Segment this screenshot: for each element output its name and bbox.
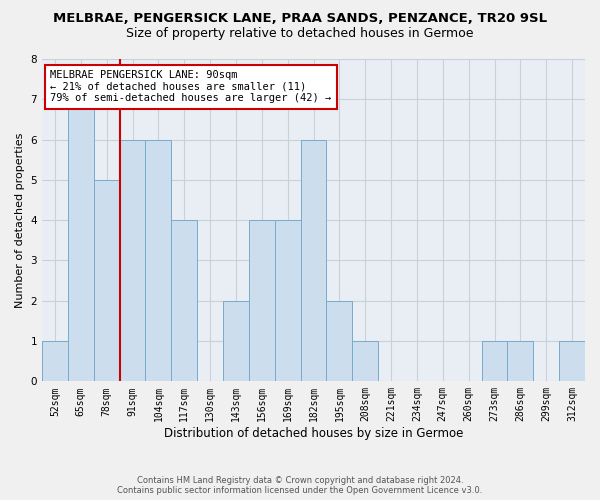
- Bar: [275, 220, 301, 382]
- Text: MELBRAE, PENGERSICK LANE, PRAA SANDS, PENZANCE, TR20 9SL: MELBRAE, PENGERSICK LANE, PRAA SANDS, PE…: [53, 12, 547, 26]
- Y-axis label: Number of detached properties: Number of detached properties: [15, 132, 25, 308]
- Bar: [223, 300, 249, 382]
- Bar: [326, 300, 352, 382]
- Bar: [68, 100, 94, 382]
- Bar: [508, 341, 533, 382]
- X-axis label: Distribution of detached houses by size in Germoe: Distribution of detached houses by size …: [164, 427, 463, 440]
- Bar: [145, 140, 172, 382]
- Bar: [94, 180, 119, 382]
- Text: Contains HM Land Registry data © Crown copyright and database right 2024.
Contai: Contains HM Land Registry data © Crown c…: [118, 476, 482, 495]
- Bar: [42, 341, 68, 382]
- Bar: [352, 341, 378, 382]
- Bar: [172, 220, 197, 382]
- Bar: [301, 140, 326, 382]
- Bar: [249, 220, 275, 382]
- Text: MELBRAE PENGERSICK LANE: 90sqm
← 21% of detached houses are smaller (11)
79% of : MELBRAE PENGERSICK LANE: 90sqm ← 21% of …: [50, 70, 331, 104]
- Bar: [482, 341, 508, 382]
- Text: Size of property relative to detached houses in Germoe: Size of property relative to detached ho…: [126, 28, 474, 40]
- Bar: [559, 341, 585, 382]
- Bar: [119, 140, 145, 382]
